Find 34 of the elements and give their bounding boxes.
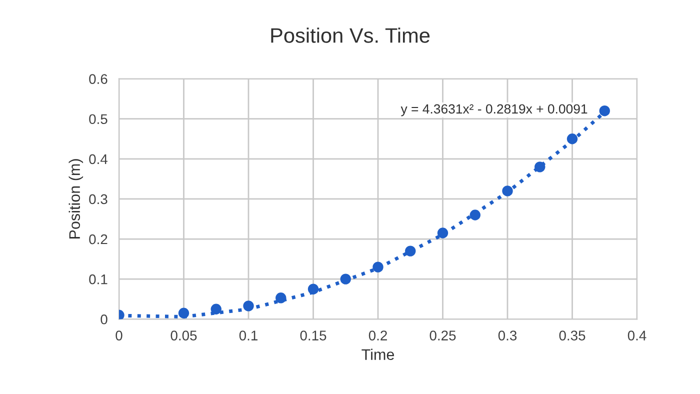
point <box>502 186 513 196</box>
x-tick-label: 0.3 <box>498 330 517 340</box>
y-tick-label: 0.6 <box>89 74 108 84</box>
point <box>308 284 319 294</box>
point <box>178 308 190 318</box>
y-tick-label: 0.1 <box>89 274 108 284</box>
x-tick-label: 0.2 <box>368 330 387 340</box>
point <box>599 105 610 116</box>
y-tick-label: 0 <box>100 314 108 324</box>
y-tick-label: 0.3 <box>89 194 108 204</box>
annotation: y = 4.3631x² - 0.2819x + 0.0091 <box>400 104 588 116</box>
point <box>243 300 254 312</box>
point <box>340 274 351 284</box>
point <box>372 262 384 272</box>
y-tick-label: 0.2 <box>89 234 108 244</box>
y-tick-label: 0.4 <box>89 154 108 164</box>
y-axis-title: Position (m) <box>68 159 84 238</box>
x-tick-label: 0.15 <box>300 330 326 340</box>
point <box>566 134 578 144</box>
point <box>534 162 546 172</box>
x-axis-title: Time <box>362 348 394 360</box>
x-tick-label: 0.1 <box>239 330 258 340</box>
y-tick-label: 0.5 <box>89 114 108 124</box>
x-tick-label: 0.05 <box>170 330 197 340</box>
point <box>405 246 416 256</box>
x-tick-label: 0.4 <box>628 330 646 340</box>
x-tick-label: 0.25 <box>430 330 456 340</box>
x-tick-label: 0 <box>116 330 122 340</box>
point <box>470 210 480 220</box>
point <box>210 304 222 314</box>
point <box>437 228 448 238</box>
chart-title: Position Vs. Time <box>271 28 430 43</box>
point <box>276 292 286 304</box>
x-tick-label: 0.35 <box>559 330 586 340</box>
